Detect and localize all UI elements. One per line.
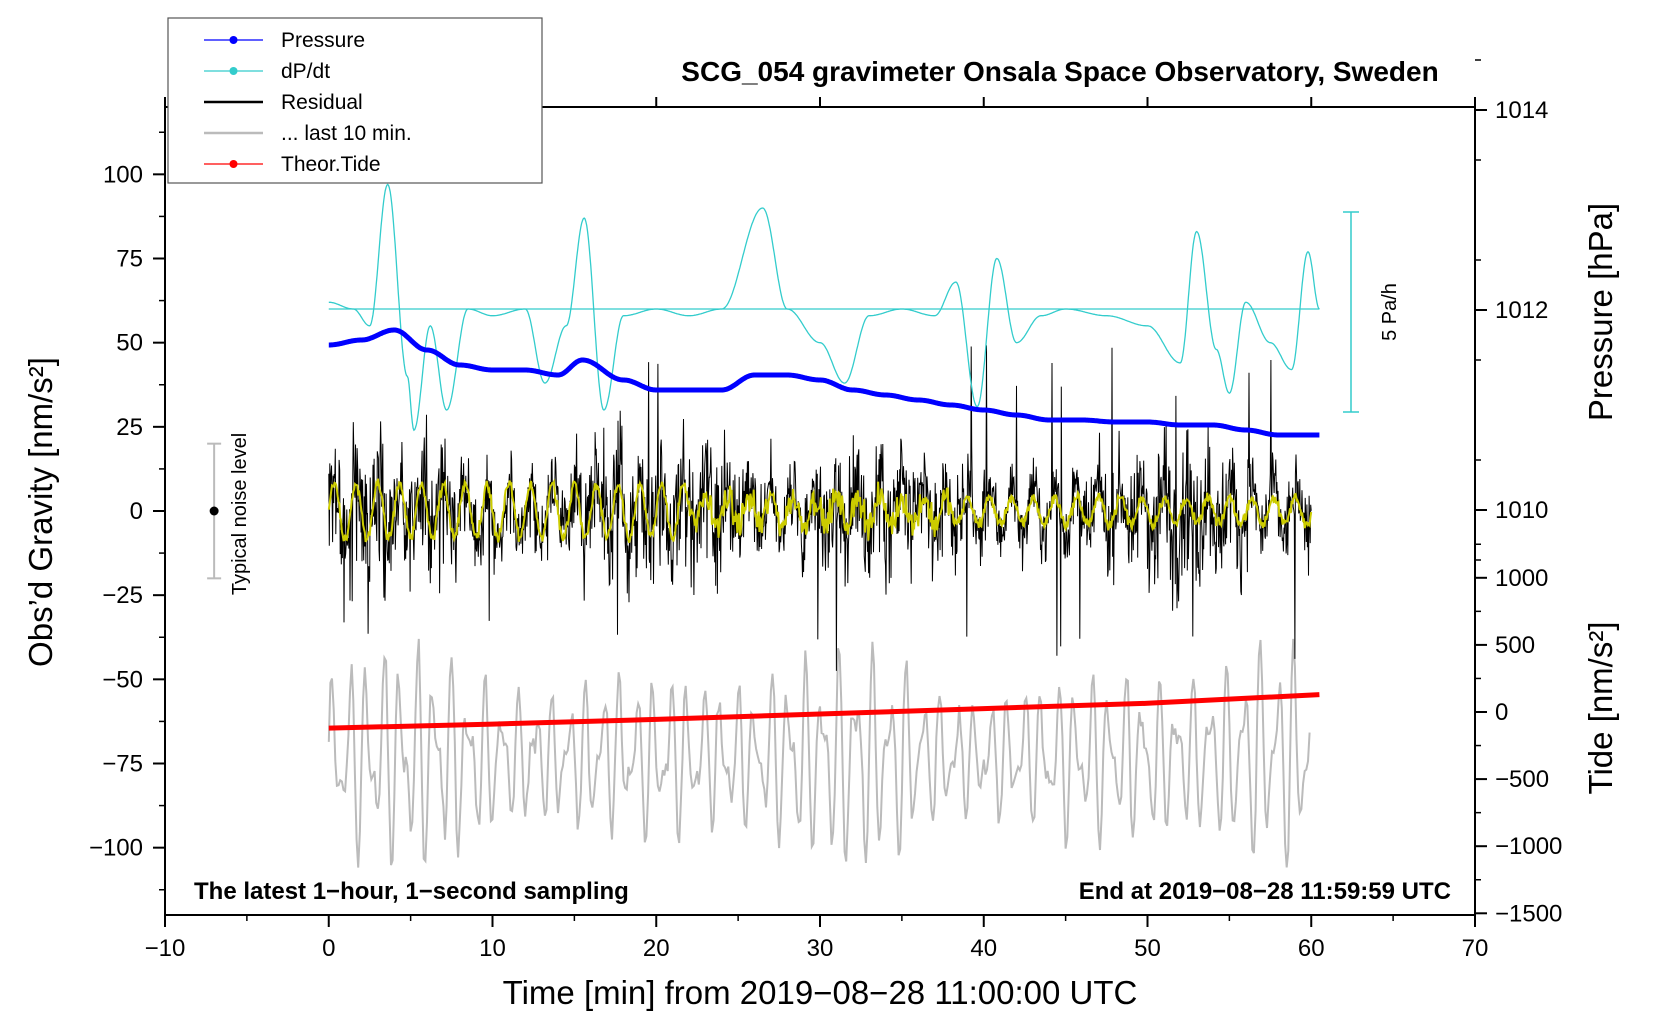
series-pressure [328,327,1320,438]
series-dp-dt [328,183,1320,432]
x-tick-label: 70 [1462,935,1489,962]
y-tick-label: 50 [116,330,143,357]
dp-dt-line [328,183,1320,432]
y-axis-title-tide: Tide [nm/s²] [1582,622,1619,795]
legend-label-theor-tide: Theor.Tide [281,153,381,176]
x-tick-label: 10 [479,935,506,962]
legend-label-pressure: Pressure [281,29,365,52]
x-tick-label: −10 [145,935,186,962]
pressure-tick-label: 1014 [1495,97,1548,124]
series-residual [328,345,1312,671]
x-tick-label: 0 [322,935,335,962]
legend-marker-theor-tide [229,160,238,168]
chart-title: SCG_054 gravimeter Onsala Space Observat… [681,56,1438,87]
y-axis-ticks: −100 −75 −50 −25 0 25 50 75 100 [89,131,165,891]
y-tick-label: −25 [102,582,143,609]
x-axis-ticks: −10 0 10 20 30 40 50 60 70 [145,97,1489,962]
legend-label-residual: Residual [281,91,363,114]
legend-marker-pressure [229,36,238,44]
noise-level-label: Typical noise level [229,433,251,595]
pa-rate-indicator [1343,211,1359,413]
noise-level-indicator [207,442,222,580]
y-tick-label: −100 [89,835,143,862]
tide-tick-label: 1000 [1495,565,1548,592]
legend-label-dp-dt: dP/dt [281,60,330,83]
pressure-tick-label: 1010 [1495,497,1548,524]
series-last-10-min [327,638,1311,868]
y-tick-label: −50 [102,666,143,693]
last-10-min-line [327,638,1311,868]
x-tick-label: 40 [970,935,997,962]
legend-box [167,17,543,184]
y-tick-label: −75 [102,751,143,778]
residual-smoothed-line [327,478,1313,543]
tide-axis-ticks: −1500 −1000 −500 0 500 1000 [1475,543,1562,927]
tide-tick-label: −1500 [1495,900,1562,927]
note-latest-hour: The latest 1−hour, 1−second sampling [194,878,629,905]
legend-marker-dp-dt [229,67,238,75]
series-theor-tide [328,692,1320,731]
y-tick-label: 75 [116,246,143,273]
x-tick-label: 30 [807,935,834,962]
tide-tick-label: 0 [1495,699,1508,726]
tide-tick-label: 500 [1495,632,1535,659]
x-axis-title: Time [min] from 2019−08−28 11:00:00 UTC [503,974,1138,1011]
y-tick-label: 100 [103,161,143,188]
pressure-line [328,327,1320,438]
pressure-axis-ticks: 1010 1012 1014 [1475,59,1548,561]
y-axis-title-left: Obs’d Gravity [nm/s²] [22,357,59,667]
y-tick-label: 0 [130,498,143,525]
legend: Pressure dP/dt Residual ... last 10 min. The… [167,17,543,184]
series-residual-smoothed [327,478,1313,543]
noise-level-dot [209,506,219,516]
pressure-tick-label: 1012 [1495,297,1548,324]
residual-line [328,345,1312,671]
tide-line [328,692,1320,731]
tide-tick-label: −1000 [1495,833,1562,860]
x-tick-label: 50 [1134,935,1161,962]
pa-rate-label: 5 Pa/h [1379,283,1401,341]
x-tick-label: 20 [643,935,670,962]
y-axis-title-pressure: Pressure [hPa] [1582,203,1619,421]
note-end-time: End at 2019−08−28 11:59:59 UTC [1079,878,1451,905]
legend-label-last-10-min: ... last 10 min. [281,122,412,145]
x-tick-label: 60 [1298,935,1325,962]
y-tick-label: 25 [116,414,143,441]
tide-tick-label: −500 [1495,766,1549,793]
